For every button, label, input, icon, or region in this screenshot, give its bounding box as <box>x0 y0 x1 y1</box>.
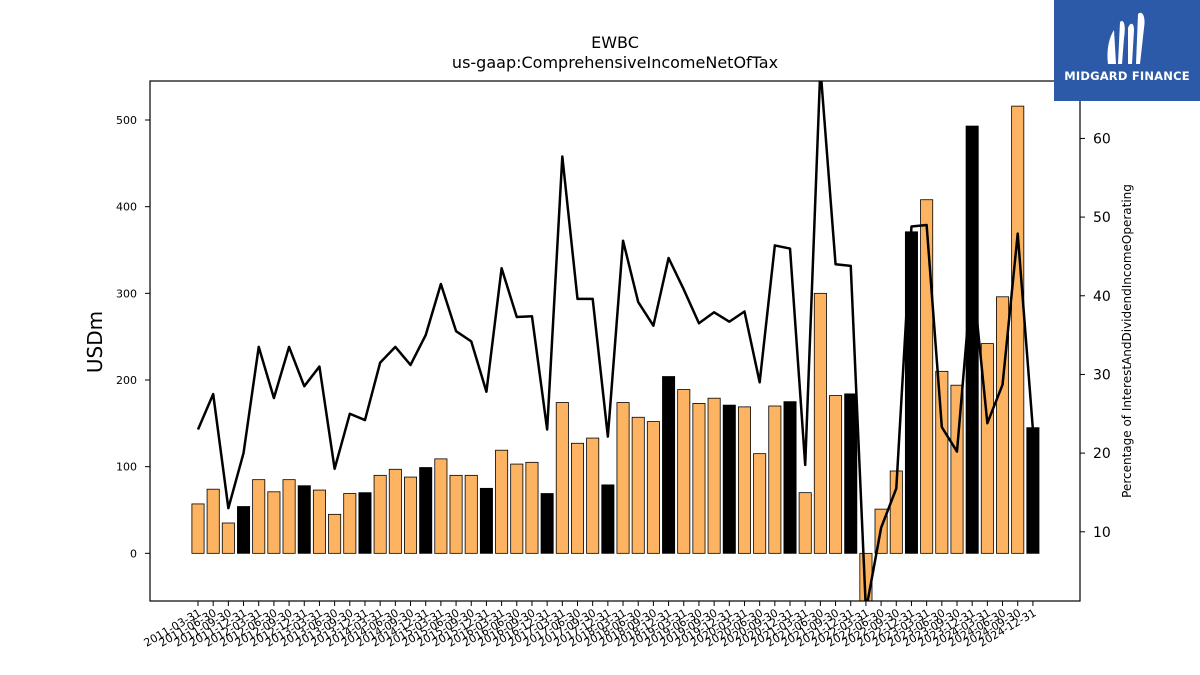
bar <box>343 493 357 554</box>
bar <box>404 476 418 554</box>
y-tick-label: 400 <box>116 201 137 214</box>
y2-tick-label: 40 <box>1093 289 1111 305</box>
y-tick-label: 200 <box>116 374 137 387</box>
bar <box>783 401 797 554</box>
bar <box>221 522 235 554</box>
bar <box>768 405 782 554</box>
logo-text: MIDGARD FINANCE <box>1064 69 1190 83</box>
bar <box>616 402 630 554</box>
bar <box>798 492 812 554</box>
y-axis-label: USDm <box>83 311 107 373</box>
bar <box>312 489 326 554</box>
bar <box>920 199 934 554</box>
bar <box>206 488 220 554</box>
bar <box>297 485 311 554</box>
axes-group: 01002003004005001020304050602011-03-3120… <box>116 80 1111 650</box>
y-tick-label: 300 <box>116 287 137 300</box>
bar <box>586 437 600 554</box>
y-tick-label: 0 <box>130 547 137 560</box>
logo-mark-icon <box>1107 12 1145 64</box>
bar <box>844 393 858 554</box>
bar <box>237 506 251 554</box>
bar <box>662 376 676 554</box>
bar <box>540 493 554 554</box>
line-group <box>196 81 1035 601</box>
bar <box>813 292 827 554</box>
y2-tick-label: 60 <box>1093 131 1111 147</box>
brand-logo: MIDGARD FINANCE <box>1054 0 1200 101</box>
bar <box>753 453 767 554</box>
bar <box>449 474 463 554</box>
y2-tick-label: 50 <box>1093 210 1111 226</box>
bar <box>1026 427 1040 554</box>
bar <box>965 125 979 554</box>
plot-frame <box>149 80 1081 602</box>
bar <box>646 421 660 554</box>
bar <box>1011 105 1025 554</box>
y-tick-label: 100 <box>116 461 137 474</box>
bar <box>829 395 843 554</box>
chart-title: EWBC <box>591 33 639 52</box>
series-line <box>196 81 1035 601</box>
bar <box>267 491 281 554</box>
y2-tick-label: 10 <box>1093 525 1111 541</box>
bar <box>722 404 736 554</box>
bar <box>692 402 706 554</box>
bar <box>252 479 266 554</box>
bar <box>388 468 402 554</box>
y-tick-label: 500 <box>116 114 137 127</box>
bar <box>707 397 721 554</box>
bar <box>677 389 691 554</box>
chart-subtitle: us-gaap:ComprehensiveIncomeNetOfTax <box>452 53 778 72</box>
bar <box>191 503 205 554</box>
y2-tick-label: 30 <box>1093 367 1111 383</box>
bar <box>479 487 493 554</box>
bar <box>510 463 524 554</box>
bar <box>555 402 569 554</box>
bar <box>525 461 539 554</box>
bar <box>328 513 342 554</box>
bar <box>373 474 387 554</box>
bar <box>495 449 509 554</box>
bar <box>935 370 949 554</box>
y2-axis-label: Percentage of InterestAndDividendIncomeO… <box>1120 184 1134 498</box>
bar <box>282 479 296 554</box>
bar <box>419 467 433 554</box>
bar <box>631 416 645 554</box>
bar <box>737 406 751 554</box>
bar <box>601 484 615 554</box>
bar <box>434 458 448 554</box>
bars-group <box>191 105 1040 601</box>
bar <box>571 442 585 554</box>
bar <box>464 474 478 554</box>
y2-tick-label: 20 <box>1093 446 1111 462</box>
bar <box>358 492 372 554</box>
